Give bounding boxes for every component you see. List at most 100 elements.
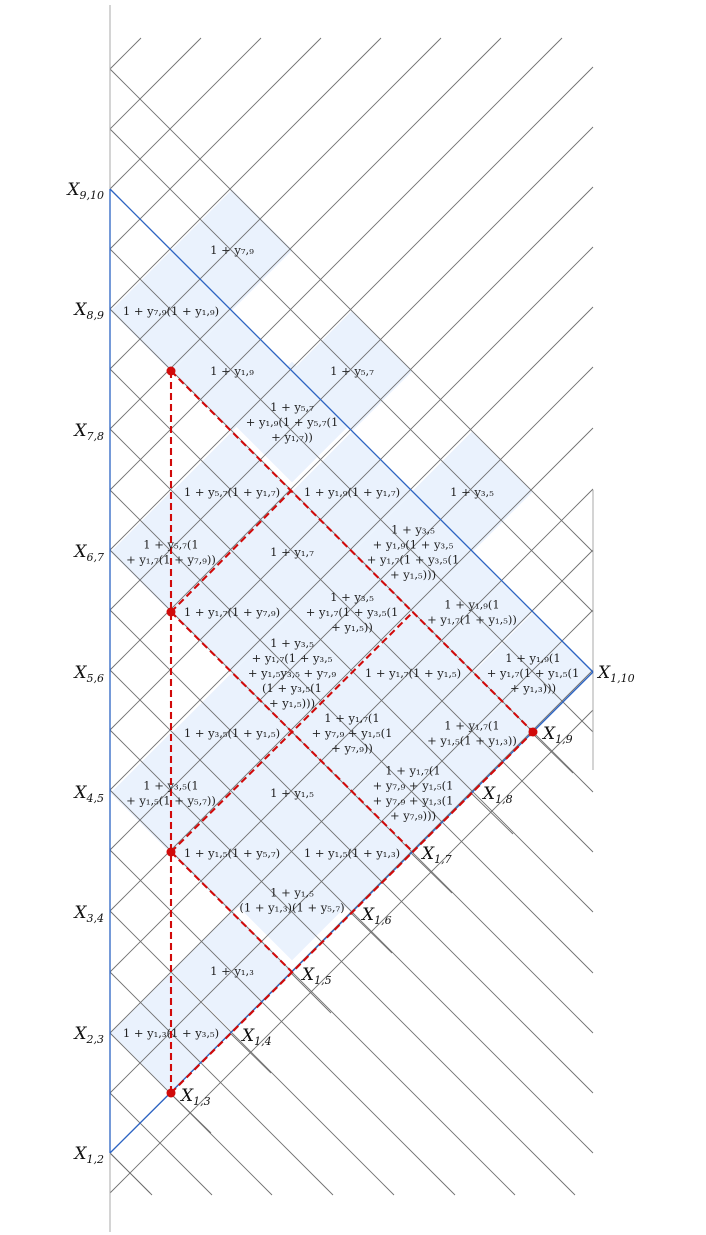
- cell-label: (1 + y₃,₅(1: [262, 681, 322, 695]
- red-dashed-line: [170, 370, 534, 733]
- grid-line-down: [109, 789, 516, 1196]
- cell-label: 1 + y₁,₉(1: [505, 651, 560, 665]
- grid-line-down: [109, 68, 594, 553]
- left-axis-label: X2,3: [72, 1024, 104, 1046]
- cell-label: 1 + y₁,₇(1 + y₁,₅): [365, 666, 461, 680]
- cell-label: + y₇,₉)): [331, 741, 373, 755]
- grid-line-down: [109, 128, 594, 613]
- cell-label: + y₇,₉ + y₁,₃(1: [373, 794, 454, 808]
- cell-shade: [231, 612, 353, 734]
- cell-shade: [231, 491, 353, 613]
- cell-label: 1 + y₁,₅(1 + y₅,₇): [184, 846, 280, 860]
- grid-line-up: [109, 427, 594, 912]
- axis-label-main: X: [72, 1024, 87, 1044]
- right-axis-label: X1,5: [300, 965, 332, 987]
- grid-line-up: [109, 609, 594, 1094]
- cell-label: + y₁,₅)): [331, 620, 373, 634]
- cell-label: + y₇,₉ + y₁,₅(1: [373, 779, 454, 793]
- left-axis-label: X5,6: [72, 663, 104, 685]
- cell-label: + y₇,₉))): [390, 809, 436, 823]
- grid-extension: [409, 851, 453, 894]
- cell-label: + y₁,₉(1 + y₃,₅: [373, 538, 454, 552]
- right-axis-label: X1,4: [240, 1026, 272, 1048]
- grid-line-up: [109, 37, 502, 430]
- cell-backgrounds: [110, 189, 594, 1094]
- cell-label: 1 + y₅,₇(1 + y₁,₇): [184, 485, 280, 499]
- red-dashed-paths: [166, 366, 538, 1098]
- cell-shade: [352, 612, 474, 734]
- right-axis-label: X1,7: [420, 844, 452, 866]
- right-axis-label: X1,3: [179, 1086, 211, 1108]
- grid-line-down: [109, 910, 395, 1196]
- upper-diagonal-boundary: [109, 188, 594, 673]
- cell-label: 1 + y₁,₇: [270, 545, 314, 559]
- cell-label: 1 + y₁,₃: [210, 964, 254, 978]
- grid-line-up: [109, 186, 594, 671]
- left-axis-label: X8,9: [72, 300, 104, 322]
- cell-label: + y₁,₅(1 + y₁,₃)): [427, 734, 517, 748]
- grid-line-up: [109, 37, 563, 491]
- grid-line-up: [109, 37, 382, 310]
- grid-line-down: [109, 489, 594, 974]
- axis-label-main: X: [65, 180, 80, 200]
- axis-label-main: X: [300, 965, 315, 985]
- red-node: [166, 847, 176, 857]
- grid-extension: [289, 971, 332, 1014]
- cell-label: + y₁,₉(1 + y₅,₇(1: [246, 415, 339, 429]
- axis-label-main: X: [72, 783, 87, 803]
- axis-label-sub: 9,10: [80, 189, 105, 202]
- right-axis-label: X1,10: [596, 663, 635, 685]
- axis-label-main: X: [420, 844, 435, 864]
- grid-line-down: [109, 1092, 213, 1196]
- grid-extension: [349, 911, 393, 954]
- cell-label: + y₁,₇(1 + y₇,₉)): [126, 553, 216, 567]
- grid-extension: [530, 731, 574, 774]
- cell-shade: [231, 839, 353, 961]
- left-axis-label: X4,5: [72, 783, 104, 805]
- red-dashed-line: [170, 731, 534, 1094]
- cell-shade: [231, 732, 353, 854]
- grid-line-up: [109, 246, 594, 731]
- right-axis-label: X1,6: [360, 905, 392, 927]
- axis-label-sub: 1,7: [434, 853, 452, 866]
- axis-label-sub: 1,10: [610, 672, 635, 685]
- grid-line-down: [109, 368, 594, 853]
- cell-label: 1 + y₃,₅: [450, 485, 494, 499]
- axis-label-sub: 1,6: [374, 914, 392, 927]
- axis-label-sub: 6,7: [87, 551, 105, 564]
- cell-shade: [291, 672, 413, 794]
- grid-extension: [169, 1092, 212, 1134]
- cell-label: 1 + y₁,₇(1: [385, 764, 440, 778]
- cell-label: 1 + y₃,₅(1: [143, 779, 198, 793]
- grid-line-up: [109, 488, 594, 973]
- grid-extension: [109, 1152, 151, 1194]
- cell-label: + y₇,₉ + y₁,₅(1: [312, 726, 393, 740]
- grid-line-up: [109, 366, 594, 851]
- axis-label-sub: 1,3: [193, 1095, 211, 1108]
- red-dashed-line: [170, 611, 414, 853]
- cell-label: 1 + y₃,₅(1 + y₁,₅): [184, 726, 280, 740]
- grid-extension: [469, 791, 514, 835]
- red-node: [528, 727, 538, 737]
- cell-label: 1 + y₇,₉(1 + y₁,₉): [123, 304, 219, 318]
- cell-label: 1 + y₅,₇: [270, 400, 314, 414]
- axis-label-main: X: [179, 1086, 194, 1106]
- axis-label-main: X: [72, 1144, 87, 1164]
- cell-label: + y₁,₇(1 + y₁,₅(1: [487, 666, 580, 680]
- cell-shade: [291, 551, 413, 673]
- cell-label: + y₁,₅y₃,₅ + y₇,₉: [248, 666, 337, 680]
- cell-label: + y₁,₇(1 + y₃,₅: [252, 651, 333, 665]
- cell-label: + y₁,₃))): [510, 681, 556, 695]
- axis-label-sub: 8,9: [87, 309, 105, 322]
- right-axis-label: X1,9: [541, 724, 573, 746]
- cell-label: 1 + y₅,₇(1: [143, 538, 198, 552]
- grid-line-down: [109, 428, 594, 913]
- axis-label-main: X: [72, 903, 87, 923]
- axis-label-sub: 1,9: [555, 733, 573, 746]
- cell-label: 1 + y₇,₉: [210, 243, 254, 257]
- red-dashed-line: [170, 489, 293, 613]
- cell-label: 1 + y₁,₅(1 + y₁,₃): [304, 846, 400, 860]
- left-axis-label: X1,2: [72, 1144, 104, 1166]
- red-node: [166, 607, 176, 617]
- grid-line-up: [109, 37, 202, 130]
